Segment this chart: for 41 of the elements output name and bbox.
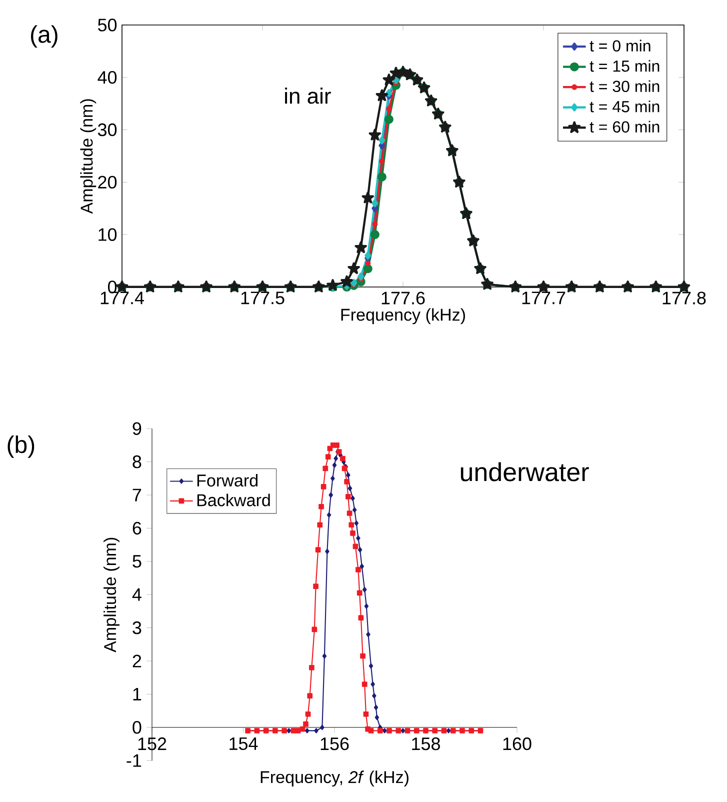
x-tick-label: 177.7 — [522, 292, 566, 304]
legend-label: t = 45 min — [590, 100, 660, 112]
x-tick-label: 154 — [230, 737, 258, 750]
annotation: underwater — [460, 462, 589, 482]
legend-label: t = 0 min — [590, 40, 650, 52]
x-tick-label: 177.5 — [241, 292, 284, 304]
legend-label: Backward — [197, 494, 270, 506]
y-tick-label: 50 — [98, 18, 117, 32]
x-tick-label: 158 — [412, 737, 440, 750]
legend-label: t = 60 min — [590, 120, 660, 133]
y-tick-label: 20 — [98, 176, 117, 189]
legend-label: t = 15 min — [590, 60, 660, 72]
y-tick-label: -1 — [126, 754, 142, 767]
y-tick-label: 6 — [132, 522, 142, 535]
y-tick-label: 40 — [98, 71, 117, 84]
y-tick-label: 3 — [132, 621, 142, 634]
y-tick-label: 7 — [132, 488, 142, 502]
y-tick-label: 0 — [132, 721, 142, 734]
y-tick-label: 8 — [132, 455, 142, 468]
y-tick-label: 2 — [132, 654, 142, 668]
text: (a) — [31, 25, 58, 48]
y-axis-title: Amplitude (nm) — [104, 538, 120, 652]
y-tick-label: 30 — [98, 123, 117, 136]
legend-label: t = 30 min — [590, 80, 660, 92]
x-tick-label: 177.8 — [662, 292, 706, 304]
x-tick-label: 156 — [320, 737, 349, 750]
x-axis-title: Frequency, 2f (kHz) — [260, 770, 408, 787]
x-tick-label: 152 — [138, 737, 166, 750]
y-tick-label: 5 — [132, 555, 142, 568]
annotation: in air — [285, 88, 331, 104]
y-axis-title: Amplitude (nm) — [80, 99, 96, 214]
legend-label: Forward — [197, 474, 258, 487]
y-tick-label: 1 — [133, 688, 142, 700]
x-tick-label: 160 — [503, 737, 532, 750]
text: (b) — [8, 436, 34, 458]
y-tick-label: 4 — [132, 588, 142, 601]
y-tick-label: 10 — [98, 228, 117, 241]
x-axis-title: Frequency (kHz) — [341, 308, 465, 324]
x-tick-label: 177.4 — [100, 292, 144, 304]
x-tick-label: 177.6 — [382, 292, 425, 304]
y-tick-label: 9 — [132, 422, 142, 435]
